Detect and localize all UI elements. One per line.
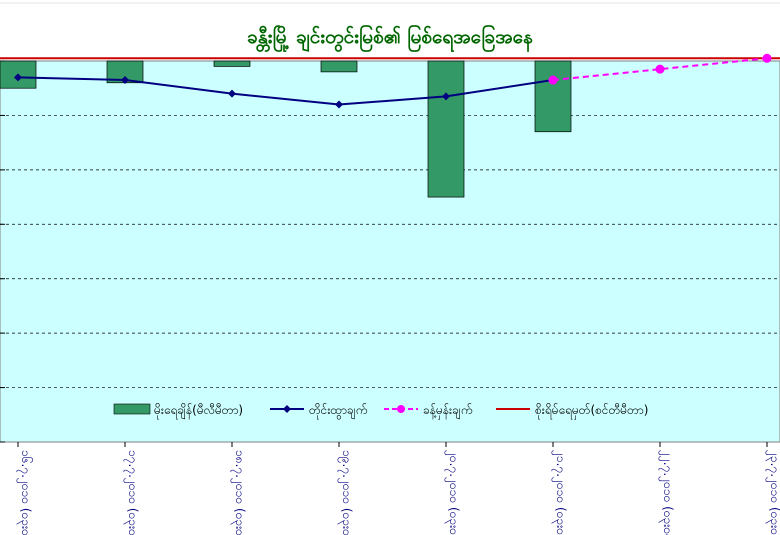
observed-point xyxy=(121,76,129,85)
observed-point xyxy=(442,92,450,101)
observed-point xyxy=(335,100,343,109)
rainfall-bar xyxy=(534,60,572,133)
data-lines xyxy=(0,53,780,109)
legend-label-rainfall: မိုးရေချိန်(မီလီမီတာ) xyxy=(154,402,243,420)
x-tick-label: ၂၃.၇.၂၀၁၀ (၀၃း၀၀) xyxy=(765,450,780,535)
legend: မိုးရေချိန်(မီလီမီတာ) တိုင်းထွာချက် ခန့်… xyxy=(113,402,648,420)
legend-label-danger-level: စိုးရိမ်ရေမှတ်(စင်တီမီတာ) xyxy=(535,402,648,420)
forecast-point xyxy=(762,53,772,63)
legend-swatch-rainfall xyxy=(113,403,151,415)
x-tick-label: ၂၀.၇.၂၀၁၀ (၀၃း၀၀) xyxy=(444,450,461,535)
x-tick-label: ၁၉.၇.၂၀၁၀ (၀၃း၀၀) xyxy=(337,450,354,535)
x-tick-label: ၂၂.၇.၂၀၁၀ (၀၃း၀၀) xyxy=(658,450,675,535)
observed-line xyxy=(17,76,554,106)
rainfall-bar xyxy=(320,60,358,73)
forecast-point xyxy=(655,64,665,74)
plot-area xyxy=(0,60,780,443)
observed-point xyxy=(228,89,236,98)
x-tick-label: ၂၁.၇.၂၀၁၀ (၀၃း၀၀) xyxy=(551,450,568,535)
x-tick-label: ၁၆.၇.၂၀၁၀ (၀၃း၀၀) xyxy=(16,450,34,535)
grid xyxy=(0,60,780,443)
legend-label-forecast: ခန့်မှန်းချက် xyxy=(423,402,472,420)
x-tick-label: ၁၇.၇.၂၀၁၀ (၀၃း၀၀) xyxy=(123,450,140,535)
x-tick-label: ၁၈.၇.၂၀၁၀ (၀၃း၀၀) xyxy=(230,450,247,535)
rainfall-bar xyxy=(427,60,465,198)
x-axis: ၁၆.၇.၂၀၁၀ (၀၃း၀၀) ၁၇.၇.၂၀၁၀ (၀၃း၀၀) ၁၈.၇.၂… xyxy=(16,442,780,535)
observed-point xyxy=(14,73,22,82)
rainfall-bars xyxy=(0,60,572,198)
legend-marker-forecast xyxy=(397,405,405,413)
rainfall-bar xyxy=(213,60,251,67)
legend-marker-observed xyxy=(283,405,291,413)
forecast-point xyxy=(548,75,558,85)
forecast-line xyxy=(552,57,768,82)
legend-label-observed: တိုင်းထွာချက် xyxy=(309,402,367,420)
